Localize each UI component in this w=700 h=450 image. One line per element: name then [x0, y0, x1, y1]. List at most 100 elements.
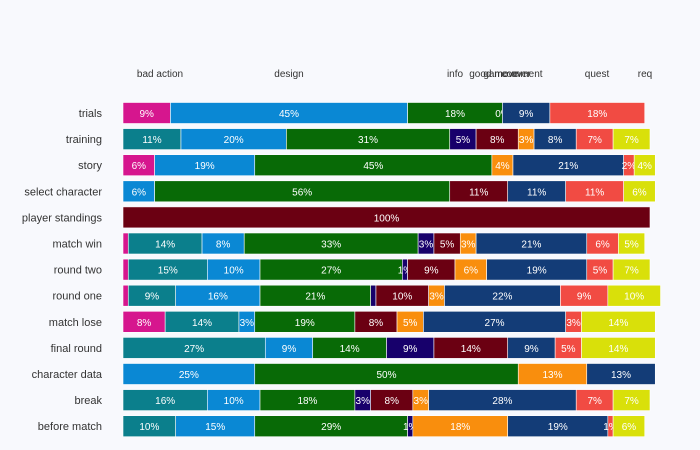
- segment-label: 13%: [542, 370, 562, 381]
- bar-segment: [612, 128, 651, 150]
- segment-label: 33%: [321, 240, 341, 251]
- segment-label: 21%: [305, 292, 325, 303]
- bar-segment: [607, 284, 661, 307]
- segment-label: 10%: [392, 292, 412, 303]
- segment-label: 21%: [521, 240, 541, 251]
- segment-label: 15%: [158, 266, 178, 277]
- segment-label: 3%: [240, 318, 255, 329]
- segment-label: 56%: [292, 187, 312, 198]
- segment-label: 13%: [611, 370, 631, 381]
- segment-label: 7%: [587, 396, 602, 407]
- bars: 9%45%18%0%9%18%11%20%31%5%8%3%8%7%7%6%19…: [122, 102, 661, 438]
- bar-row-round-one: 9% 16% 21% 10% 3% 22% 9% 10%: [122, 284, 661, 307]
- segment-label: 18%: [587, 109, 607, 120]
- segment-label: 25%: [179, 370, 199, 381]
- bar-row-select-character: 6% 56% 11% 11% 11% 6%: [122, 180, 656, 203]
- category-label-round-two: round two: [54, 265, 102, 277]
- segment-label: 6%: [595, 240, 610, 251]
- column-header-good-move: good move: [469, 69, 519, 80]
- segment-label: 15%: [205, 422, 225, 433]
- bar-segment: [581, 310, 656, 333]
- segment-label: 8%: [369, 318, 384, 329]
- segment-label: 9%: [145, 292, 160, 303]
- segment-label: 45%: [279, 109, 299, 120]
- bar-segment: [549, 102, 646, 124]
- column-header-comment: comment: [501, 69, 542, 80]
- segment-label: 5%: [593, 266, 608, 277]
- bar-segment: [122, 284, 129, 307]
- segment-label: 19%: [527, 266, 547, 277]
- bar-segment: [370, 284, 377, 307]
- segment-label: 1%: [403, 422, 418, 433]
- bar-row-before-match: 10% 15% 29% 1% 18% 19% 1% 6%: [122, 415, 646, 438]
- bar-row-final-round: 27% 9% 14% 9% 14% 9% 5% 14%: [122, 337, 656, 359]
- segment-label: 11%: [585, 187, 604, 198]
- segment-label: 5%: [403, 318, 418, 329]
- segment-label: 11%: [469, 187, 488, 198]
- segment-label: 9%: [519, 109, 534, 120]
- segment-label: 14%: [608, 344, 628, 355]
- segment-label: 4%: [495, 161, 510, 172]
- segment-label: 9%: [403, 344, 418, 355]
- segment-label: 3%: [519, 135, 534, 146]
- segment-label: 6%: [632, 187, 647, 198]
- segment-label: 14%: [461, 344, 481, 355]
- segment-label: 9%: [139, 109, 154, 120]
- segment-label: 6%: [464, 266, 479, 277]
- segment-label: 22%: [492, 292, 512, 303]
- segment-label: 3%: [429, 292, 444, 303]
- category-label-training: training: [66, 134, 102, 146]
- category-label-round-one: round one: [52, 291, 102, 303]
- category-label-before-match: before match: [38, 421, 102, 433]
- segment-label: 9%: [424, 266, 439, 277]
- column-header-design: design: [274, 69, 303, 80]
- bar-segment: [612, 415, 646, 438]
- bar-segment: [618, 232, 646, 255]
- segment-label: 7%: [624, 266, 639, 277]
- segment-label: 8%: [385, 396, 400, 407]
- segment-label: 3%: [356, 396, 371, 407]
- bar-row-character-data: 25% 50% 13% 13%: [122, 363, 656, 385]
- segment-label: 3%: [566, 318, 581, 329]
- segment-label: 19%: [195, 161, 215, 172]
- bar-row-match-win: 14% 8% 33% 3% 5% 3% 21% 6% 5%: [122, 232, 646, 255]
- segment-label: 10%: [624, 292, 644, 303]
- bar-segment: [612, 389, 651, 411]
- segment-label: 14%: [608, 318, 628, 329]
- segment-label: 5%: [440, 240, 455, 251]
- segment-label: 8%: [548, 135, 563, 146]
- bar-segment: [122, 206, 651, 229]
- segment-label: 7%: [624, 396, 639, 407]
- segment-label: 16%: [155, 396, 175, 407]
- segment-label: 31%: [358, 135, 378, 146]
- segment-label: 14%: [155, 240, 175, 251]
- segment-label: 18%: [297, 396, 317, 407]
- segment-label: 27%: [184, 344, 204, 355]
- column-header-bad-action: bad action: [137, 69, 183, 80]
- segment-label: 1%: [603, 422, 618, 433]
- bar-row-story: 6% 19% 45% 4% 21% 2% 4%: [122, 154, 656, 176]
- category-label-match-lose: match lose: [49, 317, 102, 329]
- segment-label: 18%: [450, 422, 470, 433]
- segment-label: 28%: [492, 396, 512, 407]
- category-label-story: story: [78, 160, 102, 172]
- segment-label: 10%: [224, 396, 244, 407]
- segment-label: 3%: [461, 240, 476, 251]
- segment-label: 2%: [622, 161, 637, 172]
- segment-label: 11%: [527, 187, 546, 198]
- bar-segment: [633, 154, 656, 176]
- segment-label: 7%: [587, 135, 602, 146]
- segment-label: 19%: [548, 422, 568, 433]
- bar-segment: [612, 258, 651, 281]
- segment-label: 6%: [132, 187, 147, 198]
- column-header-info: info: [447, 69, 464, 80]
- bar-segment: [122, 232, 129, 255]
- bar-row-round-two: 15% 10% 27% 1% 9% 6% 19% 5% 7%: [122, 258, 651, 281]
- category-label-trials: trials: [79, 108, 103, 120]
- bar-row-training: 11% 20% 31% 5% 8% 3% 8% 7% 7%: [122, 128, 651, 150]
- segment-label: 27%: [321, 266, 341, 277]
- bar-segment: [581, 337, 656, 359]
- bar-segment: [122, 258, 129, 281]
